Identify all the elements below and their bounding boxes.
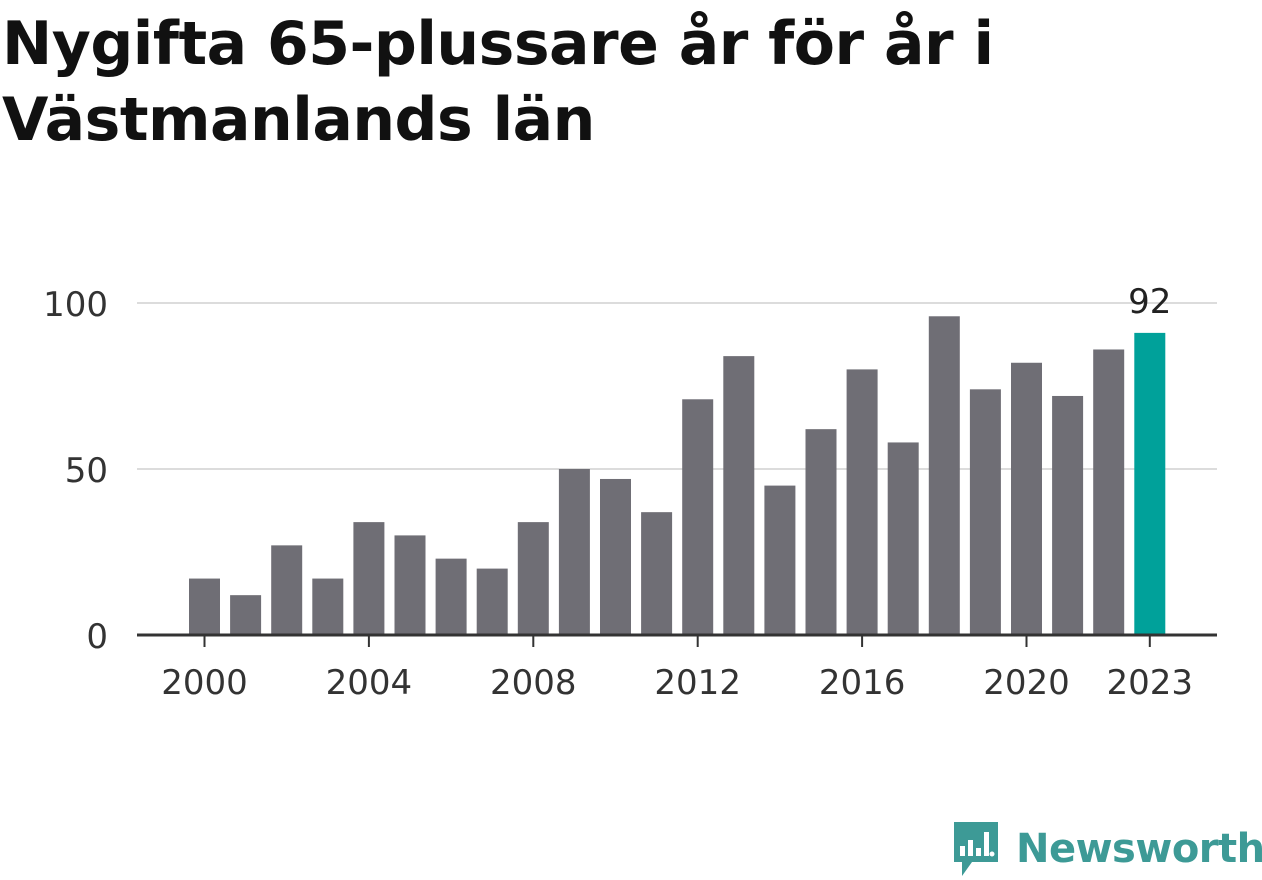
x-tick-label: 2020: [983, 663, 1070, 703]
bar: [312, 578, 344, 635]
bar: [846, 369, 878, 635]
y-tick-label: 100: [43, 285, 108, 325]
bars: [189, 316, 1166, 635]
newsworthy-logo-icon: [954, 822, 998, 876]
brand-name: Newsworthy: [1016, 826, 1262, 872]
bar: [517, 522, 549, 635]
x-tick-label: 2004: [326, 663, 413, 703]
bar: [682, 399, 714, 635]
x-axis: [137, 633, 1217, 647]
bar: [928, 316, 960, 635]
y-axis-labels: 0 50 100: [43, 285, 108, 657]
x-axis-labels: 2000 2004 2008 2012 2016 2020 2023: [161, 663, 1193, 703]
bar: [805, 429, 837, 635]
x-tick-label: 2012: [654, 663, 741, 703]
bar: [887, 442, 919, 635]
bar: [353, 522, 385, 635]
bar: [230, 595, 262, 635]
x-tick-label: 2023: [1107, 663, 1194, 703]
y-tick-label: 0: [86, 617, 108, 657]
x-tick-label: 2008: [490, 663, 577, 703]
x-tick-label: 2016: [819, 663, 906, 703]
bar: [1011, 362, 1042, 635]
chart-title: Nygifta 65-plussare år för år i Västmanl…: [2, 9, 994, 155]
annotations: 92: [1128, 282, 1171, 322]
bar: [969, 389, 1001, 635]
bar: [764, 485, 796, 635]
newsworthy-logo: Newsworthy: [950, 818, 1262, 880]
bar: [723, 356, 755, 635]
bar: [271, 545, 303, 635]
bar-highlight: [1134, 332, 1166, 635]
bar: [1052, 395, 1084, 635]
bar: [394, 535, 426, 635]
bar: [435, 558, 467, 635]
highlight-value-label: 92: [1128, 282, 1171, 322]
bar: [1093, 349, 1125, 635]
bar: [600, 478, 631, 635]
bar: [189, 578, 220, 635]
y-tick-label: 50: [65, 451, 108, 491]
x-tick-label: 2000: [161, 663, 248, 703]
bar: [558, 469, 590, 635]
bar: [476, 568, 508, 635]
bar: [641, 512, 673, 635]
